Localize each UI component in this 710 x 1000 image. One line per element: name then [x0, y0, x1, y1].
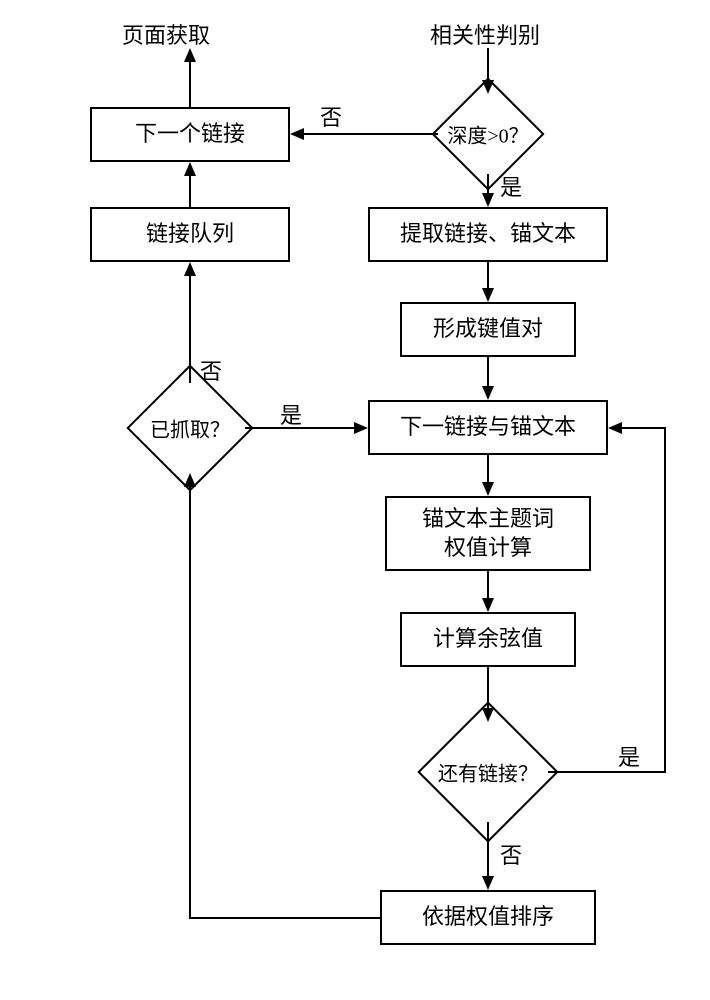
- label-page-fetch: 页面获取: [122, 18, 210, 50]
- diamond-more-links-label: 还有链接？: [438, 758, 538, 787]
- box-link-queue: 链接队列: [90, 207, 290, 262]
- box-extract: 提取链接、锚文本: [368, 207, 608, 262]
- box-next-link: 下一个链接: [90, 107, 290, 162]
- d3-yes-label: 是: [618, 740, 640, 772]
- box-sort: 依据权值排序: [380, 890, 596, 945]
- diamond-crawled: 已抓取？: [145, 383, 235, 473]
- d3-no-label: 否: [500, 838, 522, 870]
- diamond-crawled-label: 已抓取？: [150, 414, 230, 443]
- d2-yes-label: 是: [280, 398, 302, 430]
- diamond-more-links: 还有链接？: [438, 722, 538, 822]
- label-relevance: 相关性判别: [430, 18, 540, 50]
- diamond-depth-label: 深度>0？: [447, 120, 528, 149]
- d1-yes-label: 是: [500, 170, 522, 202]
- box-kv: 形成键值对: [400, 302, 576, 357]
- anchor-weight-line2: 权值计算: [422, 534, 554, 563]
- box-next-link-anchor: 下一链接与锚文本: [368, 400, 608, 455]
- box-anchor-weight: 锚文本主题词 权值计算: [385, 496, 591, 571]
- d1-no-label: 否: [320, 100, 342, 132]
- anchor-weight-line1: 锚文本主题词: [422, 505, 554, 534]
- box-cosine: 计算余弦值: [400, 612, 576, 667]
- diamond-depth: 深度>0？: [448, 94, 528, 174]
- d2-no-label: 否: [200, 354, 222, 386]
